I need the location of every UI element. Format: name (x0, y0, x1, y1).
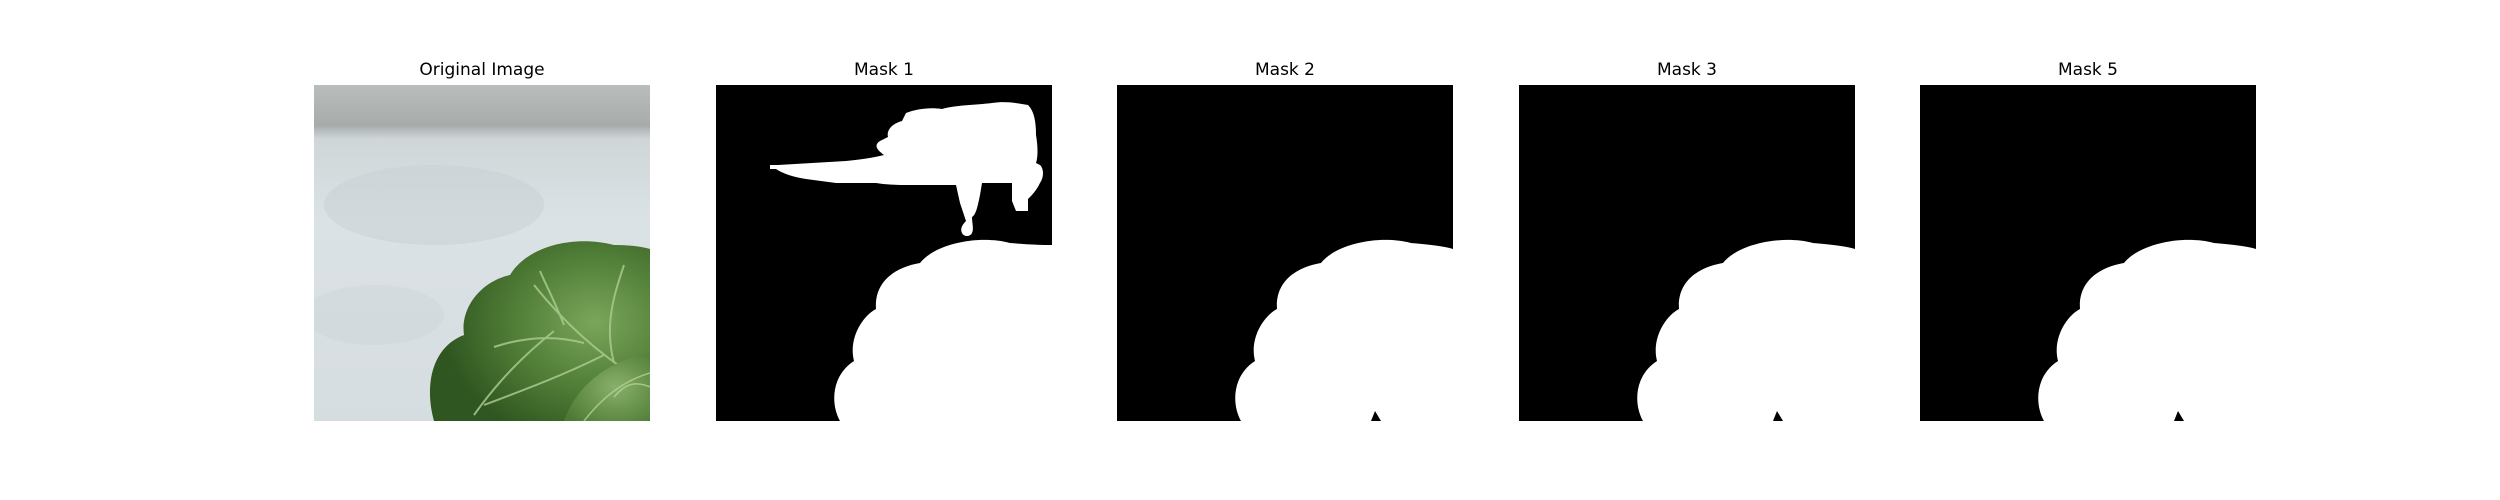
mask-2-image (1117, 85, 1453, 421)
panel-mask-2: Mask 2 (1117, 0, 1453, 500)
panel-title-mask-1: Mask 1 (853, 60, 914, 80)
panel-title-mask-2: Mask 2 (1254, 60, 1315, 80)
mask-5-image (1920, 85, 2256, 421)
mask-1-image (716, 85, 1052, 421)
panel-mask-3: Mask 3 (1519, 0, 1855, 500)
original-image (314, 85, 650, 421)
panel-mask-5: Mask 5 (1920, 0, 2256, 500)
panel-title-mask-5: Mask 5 (2057, 60, 2118, 80)
panel-original-image: Original Image (314, 0, 650, 500)
panel-title-mask-3: Mask 3 (1656, 60, 1717, 80)
mask-3-image (1519, 85, 1855, 421)
panel-mask-1: Mask 1 (716, 0, 1052, 500)
panel-title-original-image: Original Image (419, 60, 545, 80)
